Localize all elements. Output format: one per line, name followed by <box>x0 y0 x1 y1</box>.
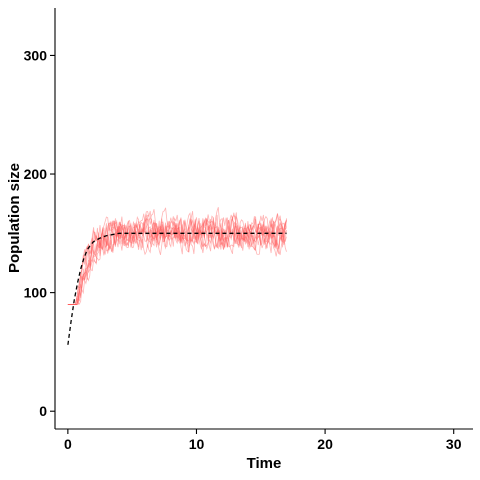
x-axis-ticks: 0 10 20 30 <box>64 429 462 452</box>
simulation-line-7 <box>67 216 287 305</box>
simulation-series-group <box>67 207 287 305</box>
simulation-line-4 <box>67 211 287 305</box>
simulation-line-5 <box>67 207 287 305</box>
y-tick-label: 100 <box>24 285 48 301</box>
x-tick-label: 10 <box>189 436 205 452</box>
y-axis-title: Population size <box>6 163 23 273</box>
simulation-line-3 <box>67 214 287 305</box>
model-curve-line <box>67 232 287 345</box>
x-axis-title: Time <box>247 455 282 472</box>
y-tick-label: 300 <box>24 47 48 63</box>
x-tick-label: 20 <box>317 436 333 452</box>
x-tick-label: 30 <box>446 436 462 452</box>
x-tick-label: 0 <box>64 436 72 452</box>
simulation-line-2 <box>67 213 287 305</box>
y-axis-ticks: 0 100 200 300 <box>24 47 55 419</box>
model-curve-group <box>67 232 287 345</box>
simulation-line-10 <box>67 207 287 305</box>
simulation-line-1 <box>67 214 287 305</box>
y-tick-label: 0 <box>39 403 47 419</box>
y-tick-label: 200 <box>24 166 48 182</box>
